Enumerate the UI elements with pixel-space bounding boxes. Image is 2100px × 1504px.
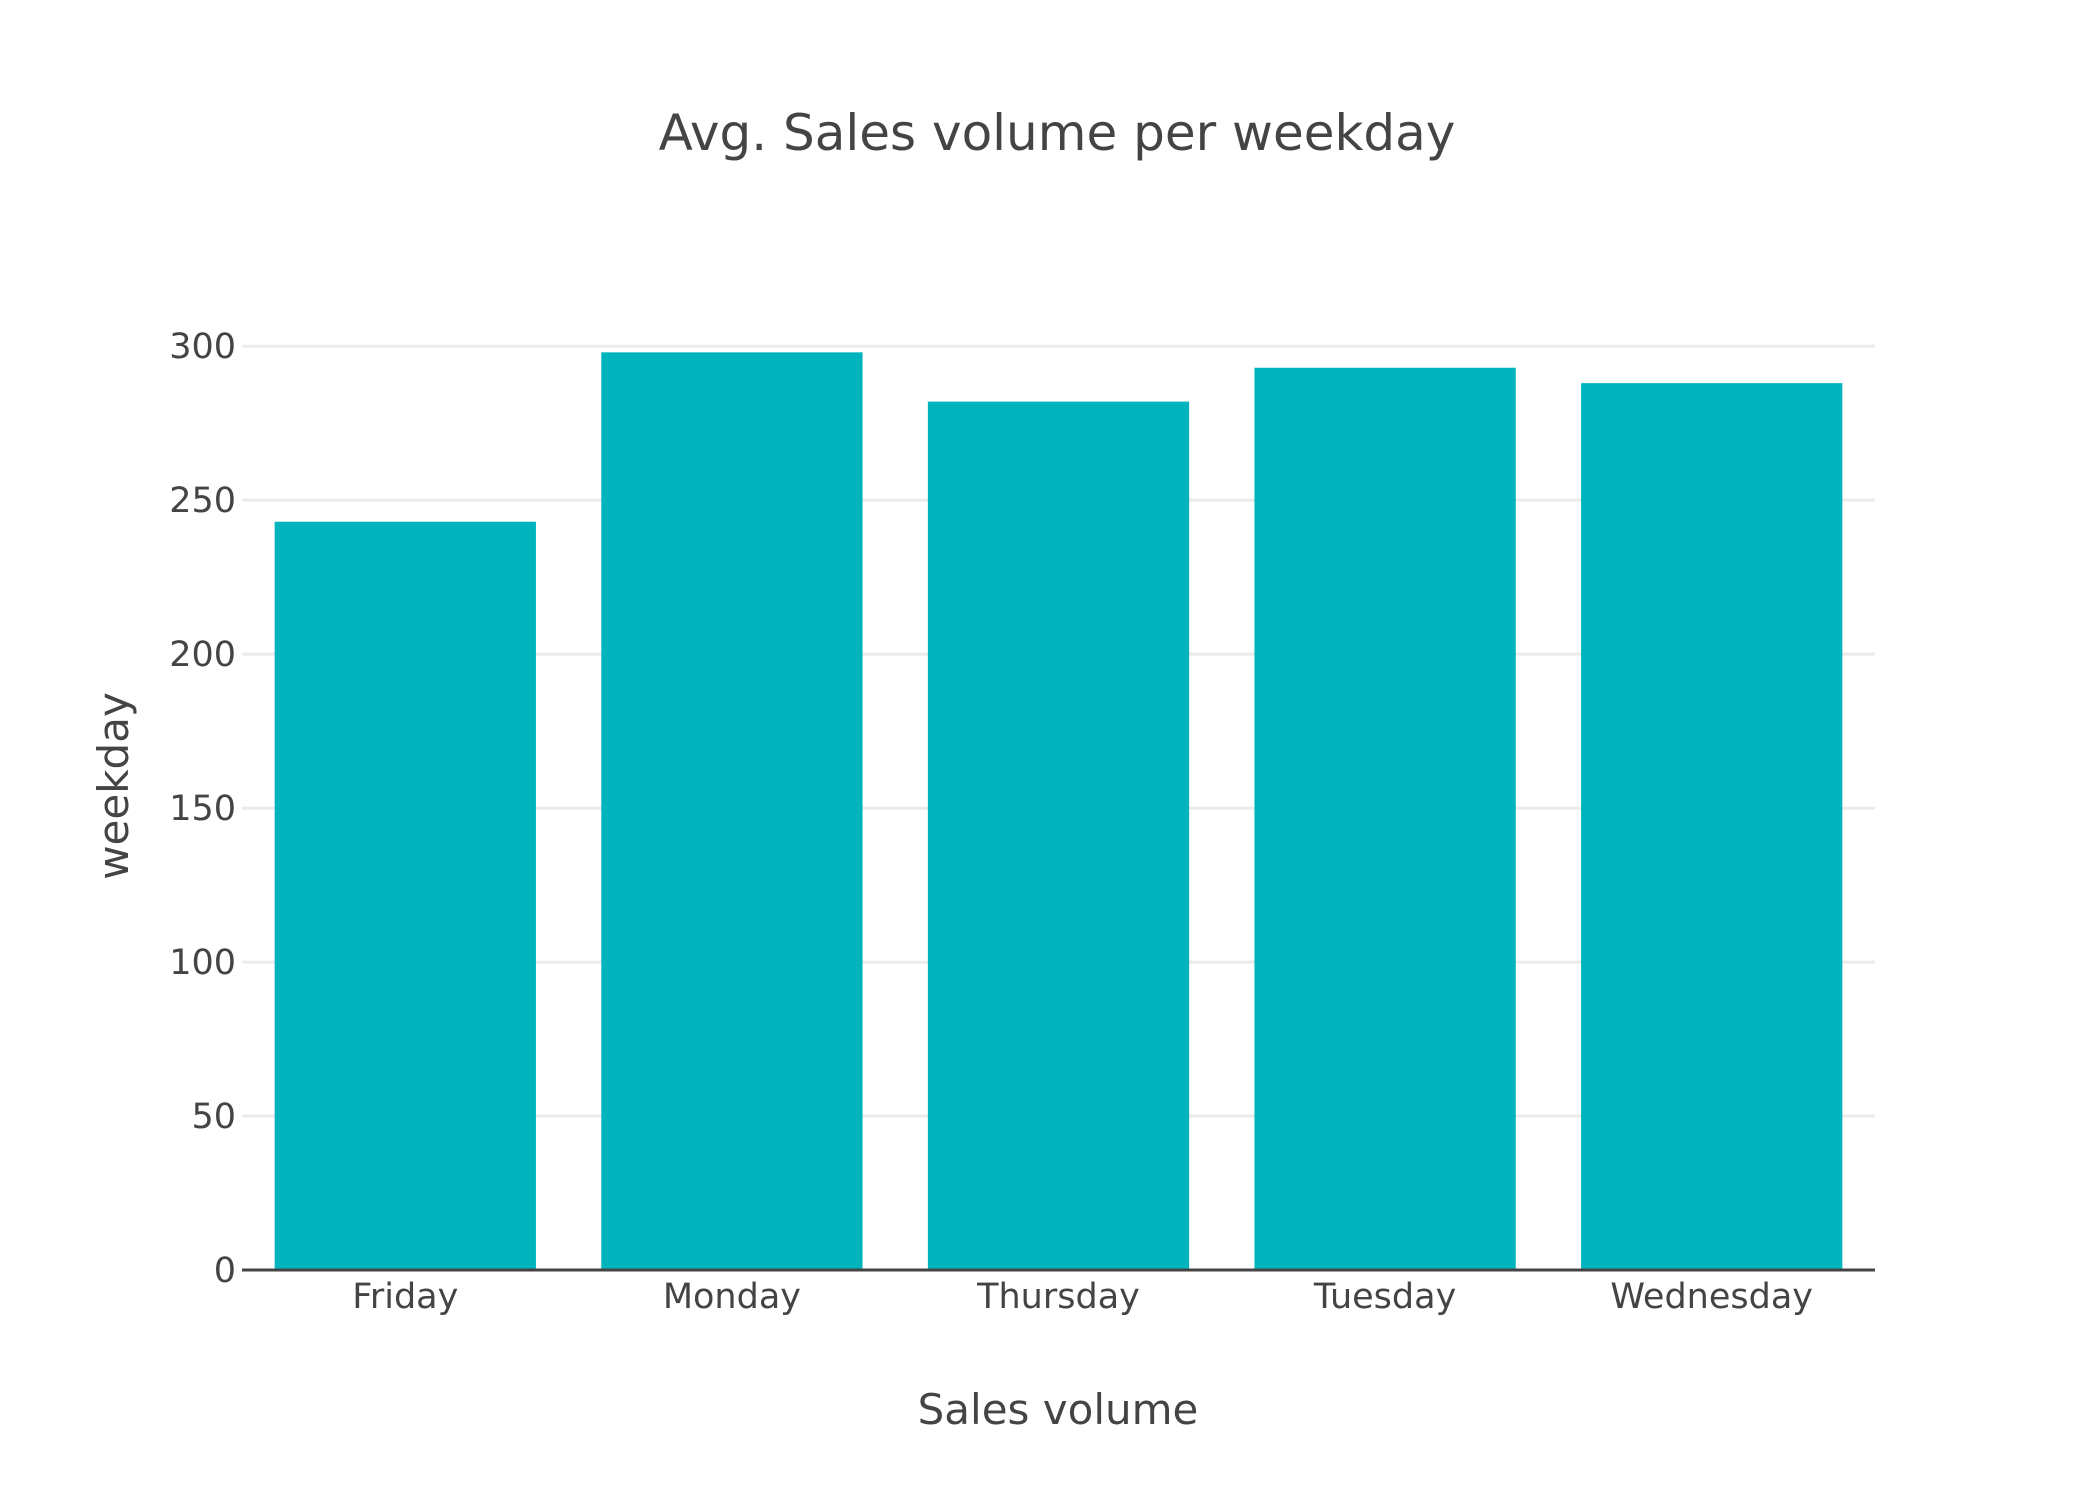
y-tick-label: 250 [169, 481, 236, 521]
y-tick-label: 100 [169, 943, 236, 983]
bar-tuesday [1254, 367, 1516, 1270]
x-tick-label: Monday [663, 1277, 801, 1317]
x-axis-ticks: Friday Monday Thursday Tuesday Wednesday [352, 1277, 1813, 1317]
x-axis-title: Sales volume [918, 1385, 1199, 1434]
y-tick-label: 150 [169, 789, 236, 829]
bar-wednesday [1581, 383, 1843, 1271]
y-tick-label: 200 [169, 635, 236, 675]
bars [274, 352, 1843, 1271]
y-axis-ticks: 0 50 100 150 200 250 300 [169, 327, 236, 1291]
y-axis-title: weekday [89, 692, 138, 880]
x-tick-label: Thursday [976, 1277, 1140, 1317]
y-tick-label: 50 [191, 1097, 236, 1137]
bar-thursday [927, 401, 1190, 1271]
x-tick-label: Tuesday [1313, 1277, 1456, 1317]
chart-title: Avg. Sales volume per weekday [659, 104, 1456, 162]
bar-friday [274, 521, 536, 1270]
y-tick-label: 300 [169, 327, 236, 367]
x-tick-label: Wednesday [1610, 1277, 1813, 1317]
y-tick-label: 0 [214, 1251, 236, 1291]
x-tick-label: Friday [352, 1277, 458, 1317]
bar-monday [601, 352, 863, 1270]
